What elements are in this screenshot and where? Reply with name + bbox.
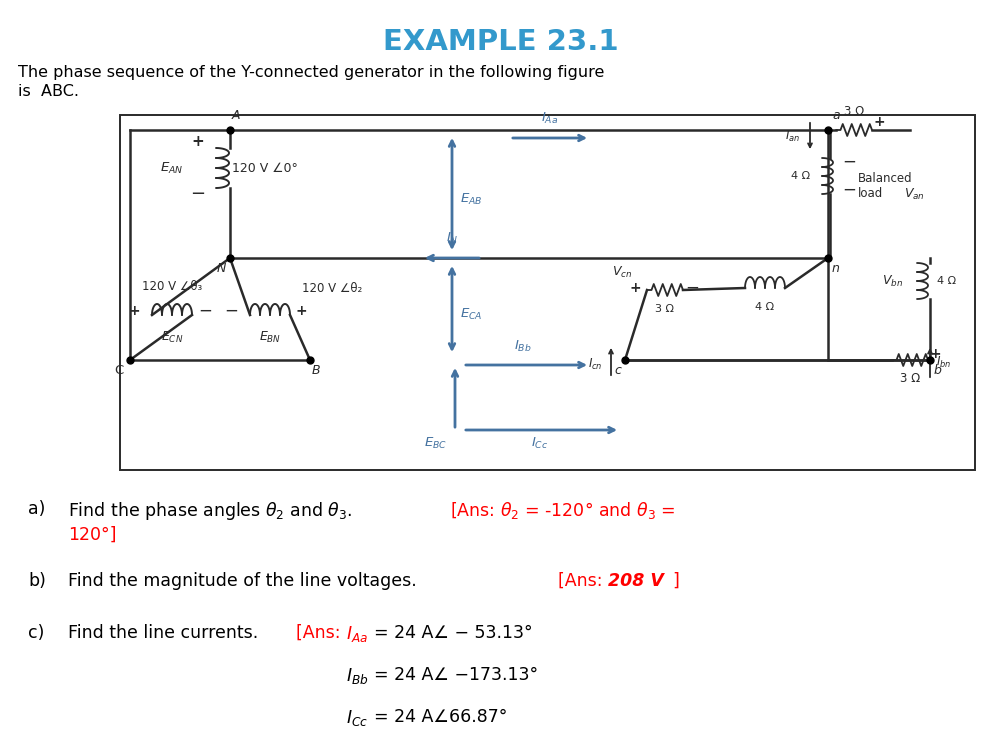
Text: $I_{bn}$: $I_{bn}$ — [936, 354, 951, 369]
Text: a): a) — [28, 500, 45, 518]
Text: $E_{CA}$: $E_{CA}$ — [460, 306, 483, 321]
Text: Find the phase angles $\theta_2$ and $\theta_3$.: Find the phase angles $\theta_2$ and $\t… — [68, 500, 353, 522]
Text: Find the line currents.: Find the line currents. — [68, 624, 259, 642]
Text: −: − — [842, 181, 856, 199]
Text: $I_{Cc}$: $I_{Cc}$ — [531, 436, 549, 451]
Text: = 24 A∠66.87°: = 24 A∠66.87° — [374, 708, 507, 726]
Text: 120 V ∠0°: 120 V ∠0° — [232, 162, 298, 175]
Text: ]: ] — [672, 572, 679, 590]
Text: A: A — [232, 109, 240, 122]
Text: 4 Ω: 4 Ω — [756, 302, 775, 312]
Bar — [120, 115, 975, 470]
Text: is  ABC.: is ABC. — [18, 84, 79, 99]
Text: −: − — [224, 302, 238, 320]
Text: C: C — [115, 364, 124, 377]
Text: $V_{cn}$: $V_{cn}$ — [611, 264, 632, 279]
Text: = 24 A∠ −173.13°: = 24 A∠ −173.13° — [374, 666, 538, 684]
Text: +: + — [191, 135, 204, 150]
Text: 4 Ω: 4 Ω — [791, 171, 810, 181]
Text: $I_{Aa}$: $I_{Aa}$ — [541, 111, 559, 126]
Text: 4 Ω: 4 Ω — [937, 276, 956, 286]
Text: 120°]: 120°] — [68, 526, 116, 544]
Text: b): b) — [28, 572, 46, 590]
Text: 208 V: 208 V — [608, 572, 664, 590]
Text: [Ans: $\theta_2$ = -120° and $\theta_3$ =: [Ans: $\theta_2$ = -120° and $\theta_3$ … — [450, 500, 675, 521]
Text: $I_{Bb}$: $I_{Bb}$ — [346, 666, 369, 686]
Text: $I_N$: $I_N$ — [446, 231, 458, 246]
Text: a: a — [832, 109, 840, 122]
Text: +: + — [930, 347, 942, 361]
Text: Find the magnitude of the line voltages.: Find the magnitude of the line voltages. — [68, 572, 417, 590]
Text: 120 V ∠θ₂: 120 V ∠θ₂ — [302, 282, 363, 295]
Text: +: + — [629, 281, 641, 295]
Text: 3 Ω: 3 Ω — [900, 372, 920, 385]
Text: $V_{bn}$: $V_{bn}$ — [882, 273, 903, 288]
Text: c): c) — [28, 624, 44, 642]
Text: Balanced
load: Balanced load — [858, 172, 913, 200]
Text: +: + — [128, 304, 140, 318]
Text: = 24 A∠ − 53.13°: = 24 A∠ − 53.13° — [374, 624, 533, 642]
Text: $I_{Bb}$: $I_{Bb}$ — [514, 339, 531, 354]
Text: $I_{Aa}$: $I_{Aa}$ — [346, 624, 368, 644]
Text: The phase sequence of the Y-connected generator in the following figure: The phase sequence of the Y-connected ge… — [18, 65, 604, 80]
Text: $I_{cn}$: $I_{cn}$ — [588, 357, 603, 372]
Text: $V_{an}$: $V_{an}$ — [904, 187, 925, 201]
Text: $E_{BC}$: $E_{BC}$ — [424, 436, 447, 451]
Text: EXAMPLE 23.1: EXAMPLE 23.1 — [383, 28, 619, 56]
Text: −: − — [685, 279, 698, 297]
Text: b: b — [934, 364, 942, 377]
Text: n: n — [832, 262, 840, 275]
Text: B: B — [312, 364, 321, 377]
Text: c: c — [614, 364, 621, 377]
Text: $I_{an}$: $I_{an}$ — [785, 128, 800, 144]
Text: 120 V ∠θ₃: 120 V ∠θ₃ — [142, 280, 202, 293]
Text: 3 Ω: 3 Ω — [844, 105, 864, 118]
Text: 3 Ω: 3 Ω — [655, 304, 674, 314]
Text: [Ans:: [Ans: — [558, 572, 608, 590]
Text: −: − — [198, 302, 211, 320]
Text: −: − — [842, 153, 856, 171]
Text: $E_{CN}$: $E_{CN}$ — [161, 330, 183, 345]
Text: +: + — [296, 304, 308, 318]
Text: +: + — [874, 115, 886, 129]
Text: $E_{AB}$: $E_{AB}$ — [460, 192, 483, 207]
Text: N: N — [216, 262, 226, 275]
Text: [Ans:: [Ans: — [296, 624, 346, 642]
Text: $E_{BN}$: $E_{BN}$ — [259, 330, 282, 345]
Text: −: − — [190, 185, 205, 203]
Text: $E_{AN}$: $E_{AN}$ — [160, 160, 183, 175]
Text: $I_{Cc}$: $I_{Cc}$ — [346, 708, 368, 728]
